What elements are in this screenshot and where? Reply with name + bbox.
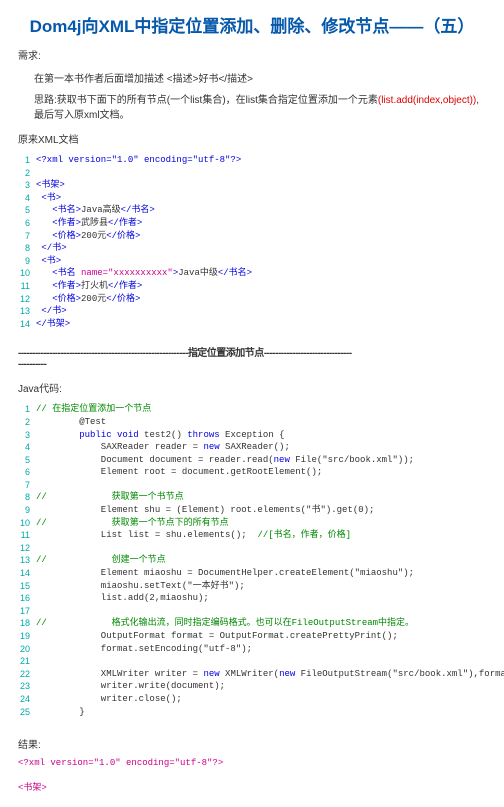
- req-line-1: 在第一本书作者后面增加描述 <描述>好书</描述>: [18, 70, 486, 85]
- sep-dash-a: ----------------------------------------…: [18, 348, 188, 359]
- sep-dash-c: -------------------------------: [264, 348, 352, 359]
- page-title: Dom4j向XML中指定位置添加、删除、修改节点——（五）: [18, 12, 486, 37]
- req-line-2a: 思路:获取书下面下的所有节点(一个list集合)，在list集合指定位置添加一个…: [34, 95, 378, 106]
- result-label: 结果:: [18, 736, 486, 751]
- result-block: <?xml version="1.0" encoding="utf-8"?> <…: [18, 757, 486, 795]
- req-line-2: 思路:获取书下面下的所有节点(一个list集合)，在list集合指定位置添加一个…: [18, 91, 486, 121]
- sep-dash-d: ----------: [18, 359, 46, 370]
- java-code-block: 1// 在指定位置添加一个节点2 @Test3 public void test…: [18, 403, 486, 718]
- sep-text: 指定位置添加节点: [188, 348, 264, 359]
- req-label: 需求:: [18, 47, 486, 62]
- xml-label: 原来XML文档: [18, 131, 486, 146]
- separator-1: ----------------------------------------…: [18, 344, 486, 370]
- xml-code-block: 1<?xml version="1.0" encoding="utf-8"?>2…: [18, 154, 486, 330]
- req-line-2b: (list.add(index,object)): [378, 95, 476, 106]
- java-label: Java代码:: [18, 380, 486, 395]
